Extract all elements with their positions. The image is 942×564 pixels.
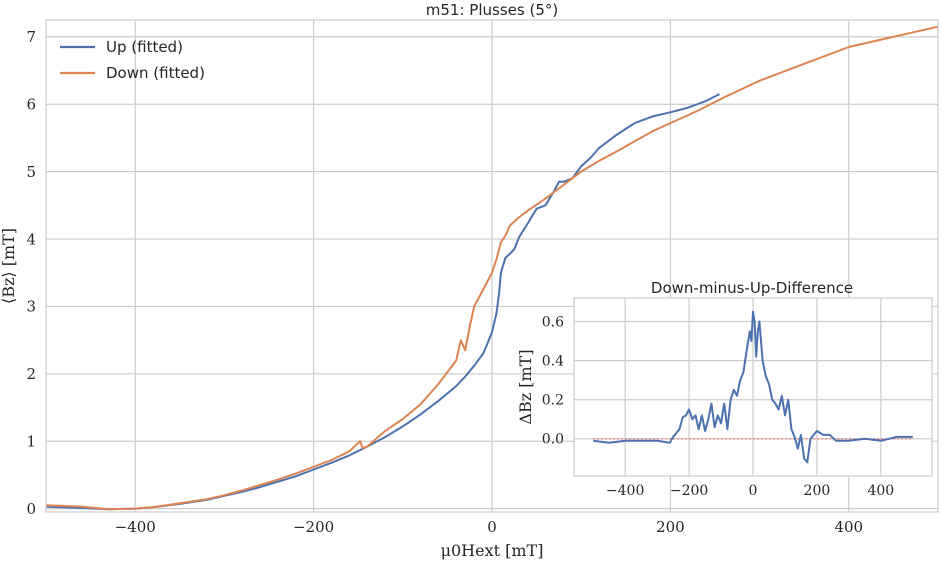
main-y-tick-label: 3	[26, 298, 36, 316]
inset-x-tick-label: −400	[606, 483, 644, 499]
main-y-tick-label: 6	[26, 95, 36, 113]
main-series-lines	[45, 25, 939, 511]
inset-y-tick-label: 0.2	[542, 393, 564, 409]
inset-x-tick-labels: −400 −200 0 200 400	[606, 483, 894, 499]
main-x-tick-label: −400	[115, 518, 156, 536]
inset-series-lines	[593, 310, 913, 464]
legend-label-down: Down (fitted)	[106, 64, 205, 82]
inset-x-tick-label: 200	[804, 483, 831, 499]
main-y-tick-label: 5	[26, 163, 36, 181]
legend-label-up: Up (fitted)	[106, 38, 183, 56]
inset-series-line-0	[593, 310, 913, 464]
main-x-tick-label: 200	[656, 518, 685, 536]
main-y-axis-label: ⟨Bz⟩ [mT]	[0, 228, 18, 304]
main-y-tick-labels: 0 1 2 3 4 5 6 7	[26, 28, 36, 518]
main-y-tick-label: 1	[26, 432, 36, 450]
inset-y-tick-label: 0.6	[542, 314, 564, 330]
main-x-tick-label: 400	[834, 518, 863, 536]
inset-x-tick-label: −200	[670, 483, 708, 499]
main-x-axis-label: μ0Hext [mT]	[441, 541, 544, 560]
main-series-line-0	[45, 93, 720, 511]
main-axes-frame	[45, 19, 939, 513]
main-x-tick-label: 0	[487, 518, 497, 536]
inset-plot: −400 −200 0 200 400 0.0 0.2 0.4 0.6 Down-minus-…	[516, 279, 933, 499]
main-y-tick-label: 7	[26, 28, 36, 46]
inset-y-axis-label: ΔBz [mT]	[516, 349, 535, 424]
inset-y-tick-label: 0.4	[542, 353, 564, 369]
main-x-tick-labels: −400 −200 0 200 400	[115, 518, 864, 536]
inset-x-tick-label: 400	[867, 483, 894, 499]
main-x-tick-label: −200	[293, 518, 334, 536]
main-y-tick-label: 4	[26, 230, 36, 248]
main-legend: Up (fitted) Down (fitted)	[60, 38, 205, 82]
inset-y-tick-label: 0.0	[542, 432, 564, 448]
inset-y-tick-labels: 0.0 0.2 0.4 0.6	[542, 314, 564, 447]
main-y-tick-label: 2	[26, 365, 36, 383]
main-series-line-1	[45, 25, 939, 511]
inset-chart-title: Down-minus-Up-Difference	[651, 279, 853, 297]
inset-x-tick-label: 0	[749, 483, 758, 499]
main-chart-title: m51: Plusses (5°)	[426, 1, 558, 19]
main-y-tick-label: 0	[26, 500, 36, 518]
inset-axes-frame	[573, 297, 933, 477]
